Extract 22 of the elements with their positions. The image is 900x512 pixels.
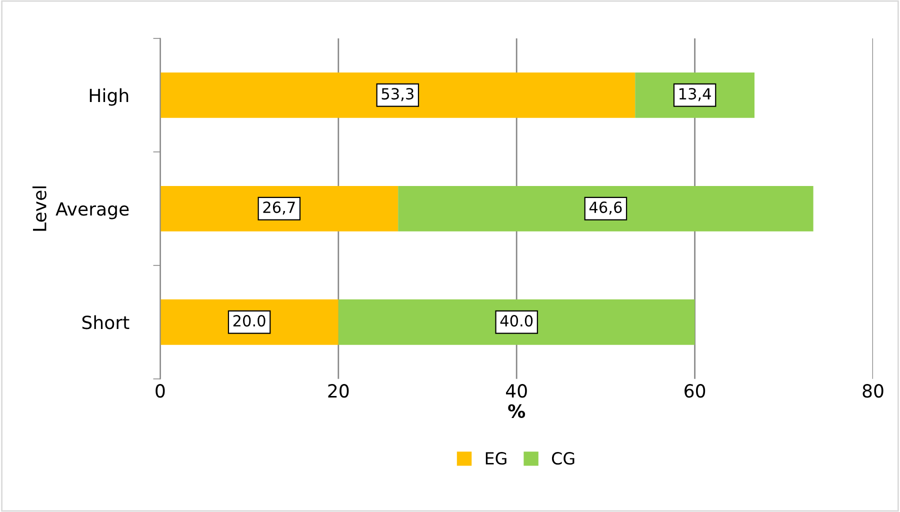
x-tick-label: 20 xyxy=(328,384,349,398)
y-axis-title: Level xyxy=(32,186,46,231)
legend-label: EG xyxy=(486,452,506,465)
data-label: 26,7 xyxy=(263,202,295,215)
data-label: 46,6 xyxy=(589,202,622,215)
x-tick-label: 80 xyxy=(862,384,884,398)
y-tick-label: Short xyxy=(82,315,130,330)
x-axis-title: % xyxy=(508,404,526,418)
legend-label: CG xyxy=(552,452,574,465)
x-tick-label: 60 xyxy=(684,384,706,398)
y-tick-label: High xyxy=(90,88,128,106)
x-tick-label: 0 xyxy=(156,384,165,398)
bar xyxy=(160,72,636,118)
data-label: 20.0 xyxy=(233,315,266,327)
bar xyxy=(398,186,814,232)
bar xyxy=(338,299,695,345)
data-label: 53,3 xyxy=(382,88,414,102)
data-label: 13,4 xyxy=(679,88,711,102)
bar xyxy=(160,186,398,232)
x-tick-label: 40 xyxy=(506,384,527,398)
data-label: 40.0 xyxy=(500,315,533,327)
y-tick-label: Average xyxy=(56,202,129,220)
